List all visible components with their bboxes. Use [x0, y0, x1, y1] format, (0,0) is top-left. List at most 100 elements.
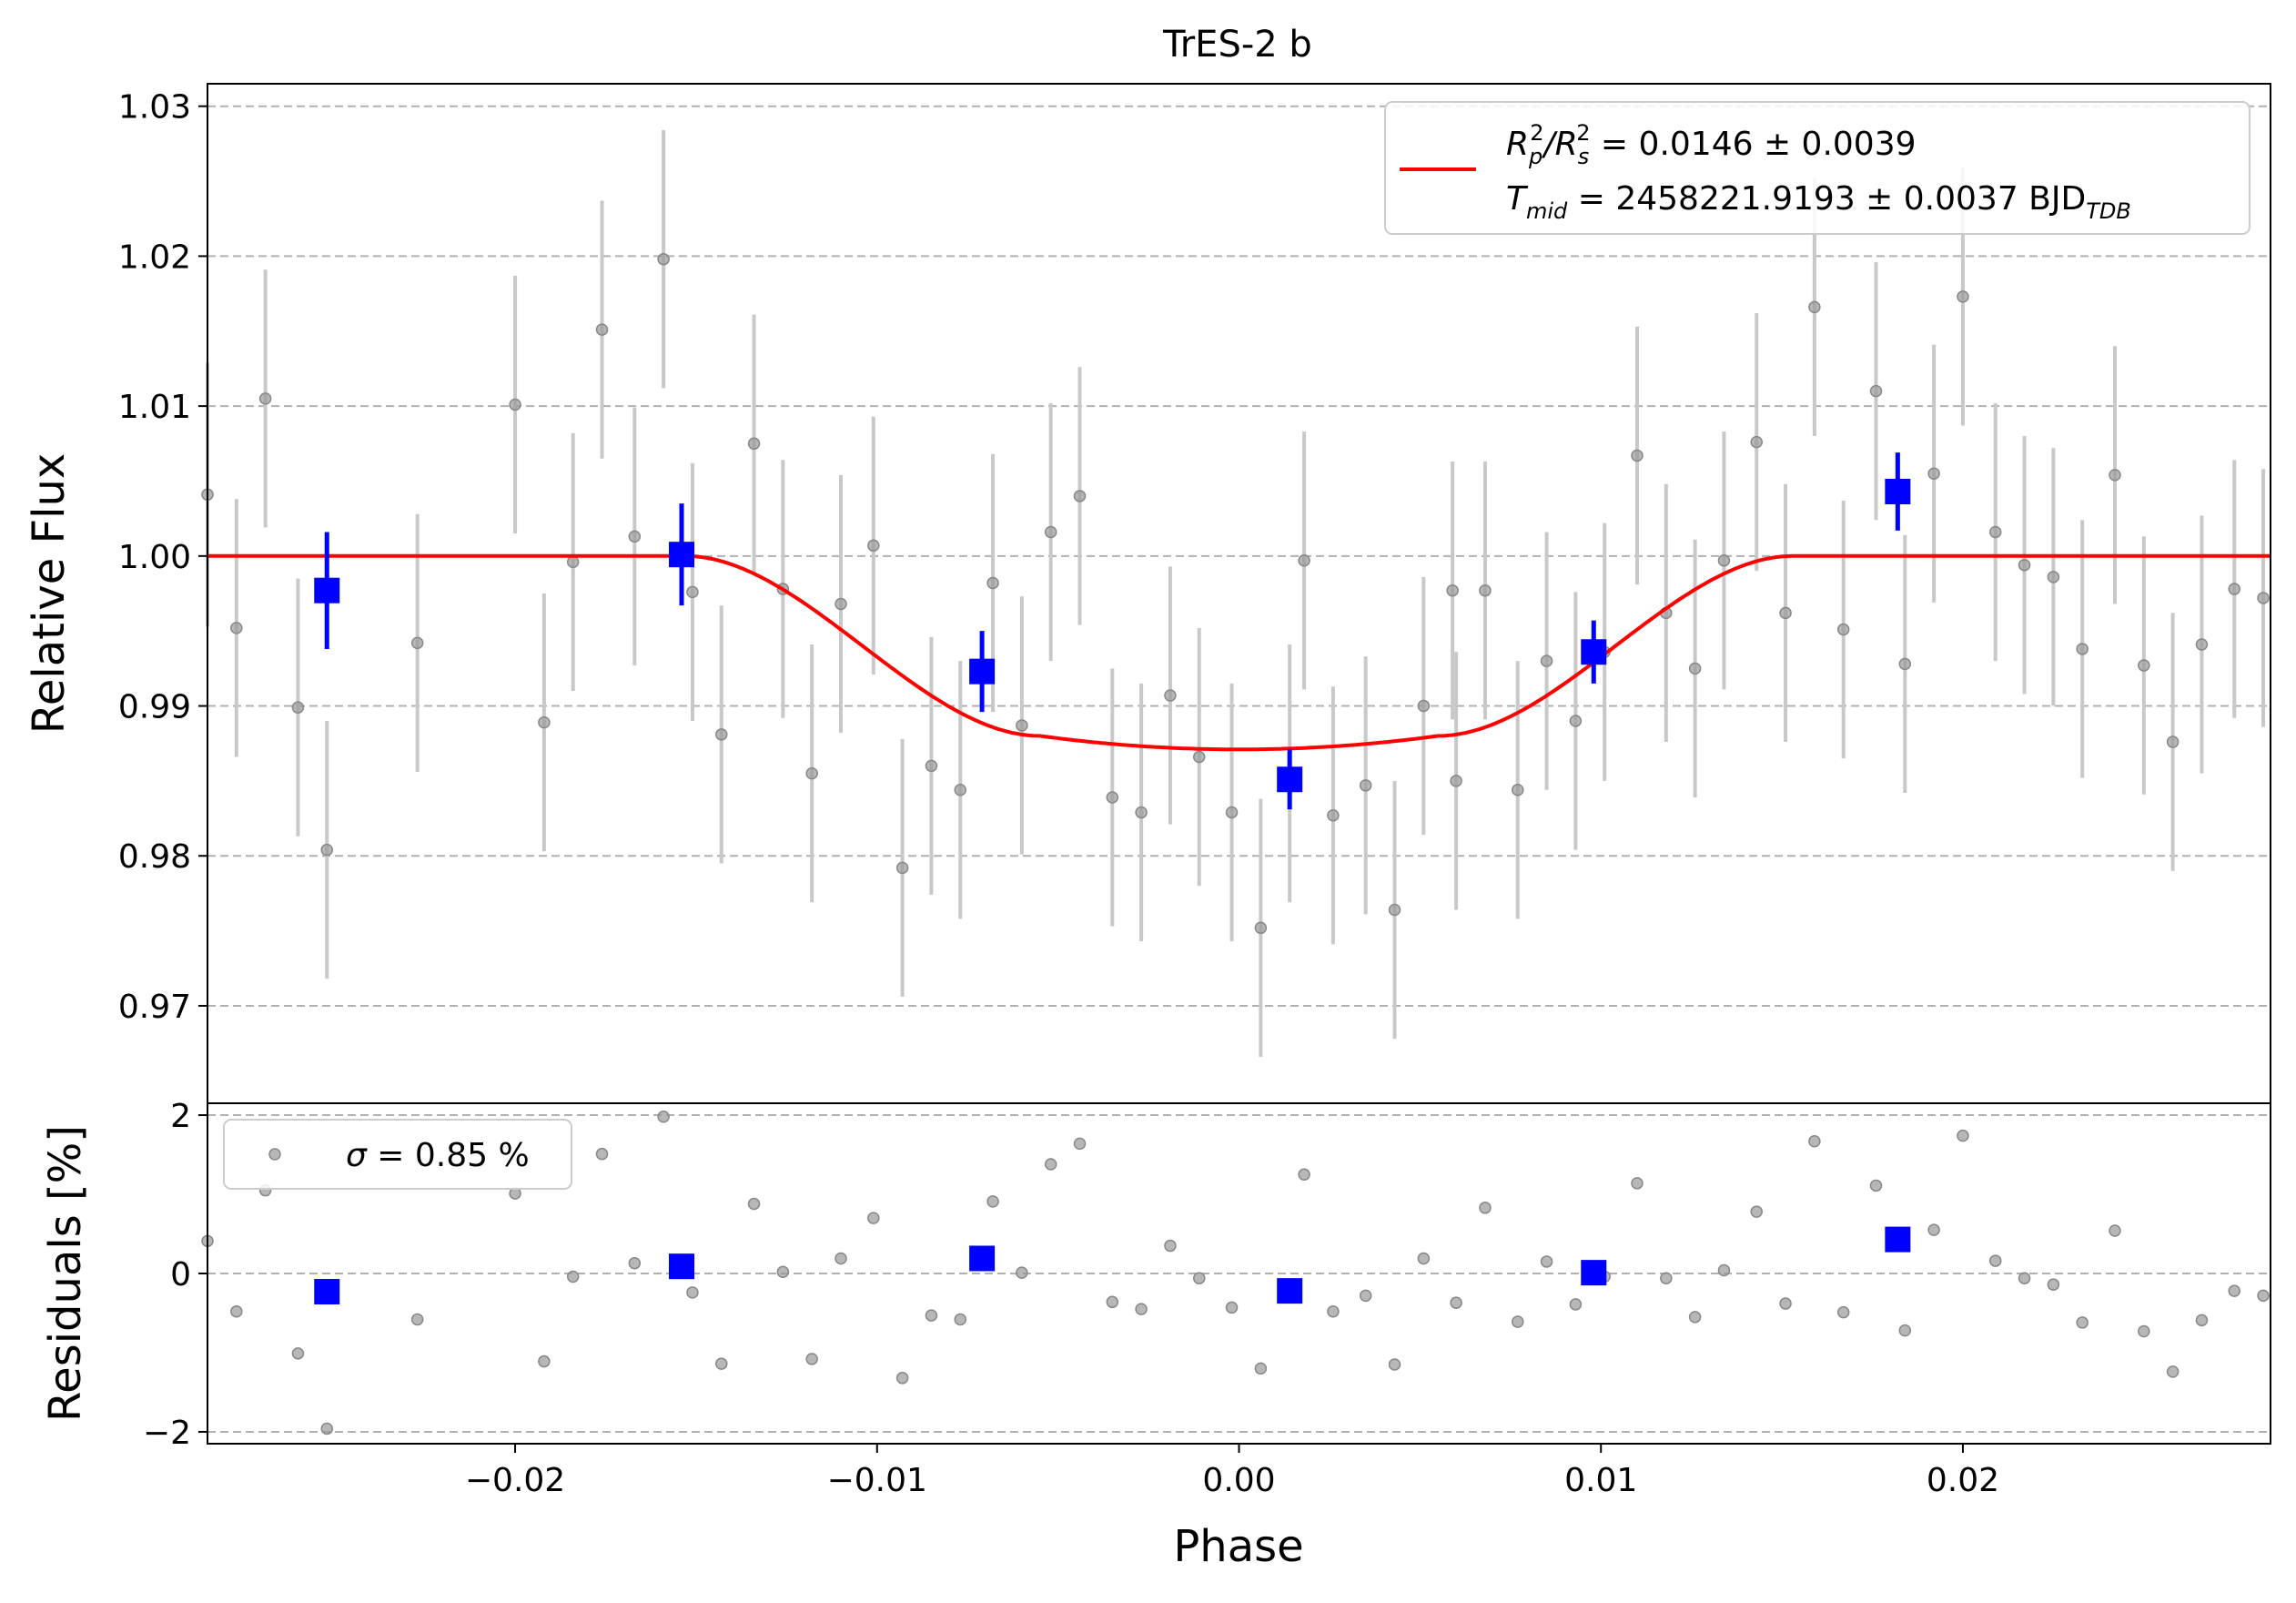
- raw-point: [1808, 300, 1821, 314]
- residual-raw-point: [1836, 1305, 1850, 1319]
- residual-binned-point: [969, 1245, 996, 1272]
- residual-raw-point: [628, 1256, 642, 1270]
- residual-raw-point: [1164, 1239, 1177, 1253]
- residual-raw-point: [657, 1111, 670, 1123]
- main-y-tick-label: 0.98: [118, 838, 191, 876]
- residual-raw-points: [201, 1111, 2270, 1436]
- raw-point: [1135, 806, 1148, 819]
- raw-point: [1450, 775, 1462, 787]
- residual-x-ticks: −0.02 −0.01 0.00 0.01 0.02: [465, 1444, 1999, 1499]
- raw-point: [867, 539, 880, 553]
- residual-raw-point: [867, 1212, 880, 1224]
- raw-point: [2076, 643, 2089, 655]
- residual-binned-point: [1885, 1226, 1911, 1253]
- main-y-tick-label: 1.01: [118, 389, 191, 426]
- raw-point: [1446, 583, 1459, 597]
- main-y-tick-label: 1.02: [118, 238, 191, 276]
- raw-point: [2047, 571, 2060, 583]
- raw-point: [1717, 554, 1731, 567]
- legend-depth-mid: /R: [1542, 126, 1578, 163]
- raw-point: [566, 555, 580, 569]
- residual-y-tick-label: 2: [170, 1098, 191, 1135]
- residual-raw-point: [291, 1347, 305, 1360]
- residual-raw-point: [1957, 1129, 1969, 1142]
- residual-raw-point: [925, 1309, 938, 1322]
- raw-point: [2138, 659, 2150, 672]
- residual-raw-point: [2257, 1289, 2270, 1303]
- residual-raw-point: [1016, 1266, 1028, 1279]
- residual-raw-point: [2047, 1278, 2060, 1291]
- raw-point: [1327, 809, 1340, 822]
- residual-raw-point: [776, 1265, 790, 1279]
- raw-point: [230, 622, 243, 634]
- raw-point: [1869, 384, 1883, 398]
- residual-raw-point: [2109, 1224, 2121, 1237]
- main-y-tick-label: 1.00: [118, 539, 191, 576]
- residual-raw-point: [1511, 1315, 1524, 1328]
- legend-sigma-symbol: σ: [346, 1137, 368, 1174]
- residual-raw-point: [895, 1372, 909, 1385]
- legend-tmid-sub: mid: [1526, 198, 1568, 224]
- residual-raw-point: [2195, 1314, 2209, 1327]
- residual-raw-point: [2076, 1316, 2089, 1329]
- binned-point: [1581, 639, 1607, 665]
- residual-y-tick-label: −2: [143, 1415, 191, 1452]
- residual-y-axis-label: Residuals [%]: [40, 1125, 91, 1422]
- raw-point: [1359, 779, 1372, 792]
- residual-raw-point: [834, 1252, 847, 1265]
- main-legend-box: [1384, 101, 2250, 235]
- raw-point: [1479, 583, 1492, 597]
- residual-raw-point: [1417, 1252, 1431, 1265]
- raw-point: [1779, 606, 1792, 620]
- raw-point: [1898, 657, 1912, 671]
- legend-depth-R: R: [1506, 126, 1529, 163]
- residual-y-ticks: −2 0 2: [143, 1098, 207, 1452]
- raw-point: [258, 392, 272, 405]
- residual-raw-point: [320, 1422, 333, 1436]
- raw-point: [895, 861, 909, 875]
- raw-point: [747, 437, 761, 451]
- residual-raw-point: [715, 1357, 728, 1370]
- residual-raw-point: [986, 1195, 999, 1208]
- raw-point: [320, 843, 333, 857]
- binned-point: [1277, 766, 1303, 793]
- legend-depth-value: = 0.0146 ± 0.0039: [1590, 126, 1916, 163]
- residual-raw-point: [1254, 1362, 1268, 1375]
- residual-raw-point: [1327, 1304, 1340, 1318]
- residual-raw-point: [2228, 1284, 2240, 1297]
- main-plot-panel: 0.97 0.98 0.99 1.00 1.01 1.02 1.03 Relative Fl…: [24, 83, 2271, 1104]
- residual-raw-point: [595, 1147, 609, 1161]
- raw-point: [1016, 719, 1028, 732]
- raw-point: [538, 715, 551, 729]
- residual-legend-box: [223, 1119, 572, 1190]
- main-y-tick-label: 0.99: [118, 689, 191, 726]
- binned-points: [314, 452, 1911, 810]
- residual-raw-point: [1298, 1168, 1310, 1182]
- residual-raw-point: [1808, 1134, 1821, 1148]
- residual-raw-point: [566, 1270, 580, 1283]
- residual-raw-point: [805, 1353, 818, 1365]
- binned-point: [314, 577, 340, 604]
- residual-raw-point: [1898, 1324, 1912, 1337]
- residual-binned-point: [669, 1253, 695, 1280]
- residual-raw-point: [1988, 1254, 2002, 1267]
- residual-raw-point: [1135, 1303, 1148, 1315]
- legend-tmid-T: T: [1506, 180, 1529, 218]
- raw-point: [2166, 736, 2180, 748]
- raw-point: [2257, 592, 2270, 604]
- raw-point: [805, 766, 818, 780]
- raw-point: [1073, 490, 1087, 502]
- raw-point: [1164, 689, 1177, 702]
- raw-point: [410, 636, 424, 650]
- raw-point: [834, 597, 847, 611]
- residual-y-tick-label: 0: [170, 1256, 191, 1294]
- residual-binned-point: [1277, 1278, 1303, 1304]
- residual-plot-panel: −2 0 2 −0.02 −0.01 0.00 0.01 0.02 Residuals [%…: [40, 1098, 2271, 1572]
- x-tick-label: 0.01: [1564, 1462, 1637, 1499]
- legend-depth-sup-1: 2: [1530, 120, 1543, 146]
- raw-points: [201, 252, 2270, 935]
- raw-point: [657, 252, 670, 266]
- residual-raw-point: [1540, 1255, 1553, 1268]
- residual-raw-point: [2018, 1272, 2031, 1284]
